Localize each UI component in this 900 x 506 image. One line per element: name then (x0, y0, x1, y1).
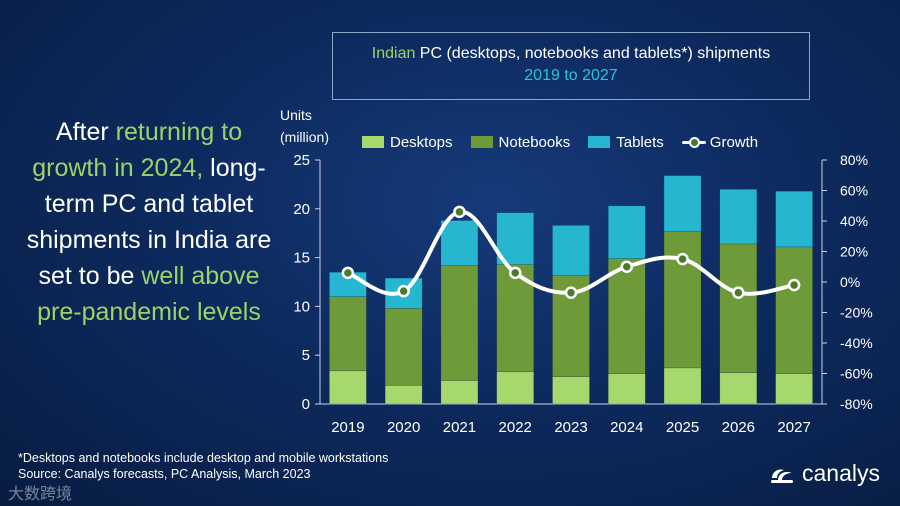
growth-line (345, 209, 797, 296)
x-tick-label: 2020 (387, 419, 420, 436)
growth-point (620, 260, 634, 273)
bar-tablets (775, 190, 813, 248)
y-tick-label: 15 (293, 250, 310, 267)
y2-tick-label: 0% (840, 274, 860, 290)
units-label: Units (million) (280, 104, 329, 148)
y2-tick-label: -60% (840, 366, 873, 382)
headline-part3: long-term PC and tablet shipments in Ind… (26, 154, 272, 290)
y2-tick-label: 20% (840, 244, 868, 260)
bar-notebooks (384, 308, 423, 386)
legend-swatch-desktops (362, 136, 384, 148)
legend-label-notebooks: Notebooks (498, 133, 571, 151)
y2-tick-label: 60% (840, 183, 868, 199)
x-tick-label: 2021 (443, 419, 476, 436)
headline: After returning to growth in 2024, long-… (18, 114, 280, 330)
y-tick-label: 5 (302, 347, 310, 364)
x-tick-label: 2022 (499, 419, 532, 436)
bar-tablets (496, 212, 534, 265)
y-tick-label: 20 (293, 201, 310, 218)
growth-point (676, 252, 689, 266)
chart-subtitle: 2019 to 2027 (524, 67, 618, 84)
y2-tick-label: -40% (840, 335, 873, 351)
footnote-line2: Source: Canalys forecasts, PC Analysis, … (18, 467, 311, 481)
chart-title-rest: PC (desktops, notebooks and tablets*) sh… (415, 45, 771, 62)
canalys-logo-text: canalys (802, 460, 880, 486)
x-tick-label: 2027 (777, 419, 810, 436)
chart-title: Indian PC (desktops, notebooks and table… (333, 43, 809, 65)
y2-tick-label: 80% (840, 152, 868, 168)
legend-label-growth: Growth (709, 133, 759, 151)
growth-point (341, 266, 355, 280)
units-label-line1: Units (280, 107, 312, 123)
headline-part2: returning to growth in 2024, (32, 118, 243, 182)
bar-desktops (496, 371, 534, 405)
bar-desktops (552, 376, 590, 405)
canalys-logo-icon (771, 468, 793, 483)
growth-point (397, 284, 410, 298)
growth-point (564, 286, 578, 299)
legend-item-notebooks: Notebooks (470, 133, 571, 151)
bar-desktops (775, 373, 813, 405)
x-tick-label: 2024 (610, 419, 643, 436)
bar-desktops (719, 372, 758, 405)
y-tick-label: 0 (302, 396, 310, 413)
headline-part4: well above pre-pandemic levels (37, 262, 261, 326)
legend-item-desktops: Desktops (362, 134, 453, 151)
bar-notebooks (440, 265, 479, 381)
chart-title-box: Indian PC (desktops, notebooks and table… (332, 32, 810, 100)
bar-tablets (663, 175, 702, 232)
bar-desktops (608, 373, 646, 405)
legend-swatch-tablets (588, 136, 611, 148)
bar-desktops (329, 370, 367, 405)
legend-item-growth: Growth (681, 133, 759, 151)
legend-swatch-notebooks (470, 136, 493, 148)
y-tick-label: 25 (293, 152, 310, 169)
legend-label-desktops: Desktops (390, 133, 453, 151)
growth-point (453, 205, 466, 219)
x-tick-label: 2026 (722, 419, 755, 436)
growth-point (508, 266, 522, 280)
bar-notebooks (663, 230, 702, 369)
bar-desktops (440, 380, 479, 405)
footnote: *Desktops and notebooks include desktop … (18, 450, 388, 482)
bar-tablets (608, 205, 646, 259)
bar-desktops (384, 385, 423, 405)
legend-swatch-growth (681, 136, 706, 148)
bar-tablets (440, 220, 479, 266)
headline-part1: After (55, 118, 116, 146)
bar-notebooks (608, 258, 646, 374)
chart-legend: Desktops Notebooks Tablets Growth (362, 132, 776, 152)
bar-desktops (663, 367, 702, 405)
legend-label-tablets: Tablets (616, 133, 664, 151)
y-tick-label: 10 (293, 298, 310, 315)
growth-point (732, 286, 745, 299)
footnote-line1: *Desktops and notebooks include desktop … (18, 451, 389, 465)
bar-notebooks (719, 243, 758, 374)
growth-point (787, 278, 801, 292)
y2-tick-label: -80% (840, 396, 873, 412)
x-tick-label: 2023 (554, 419, 587, 436)
chart-title-highlight: Indian (371, 45, 416, 62)
x-tick-label: 2025 (666, 419, 699, 436)
x-tick-label: 2019 (331, 419, 364, 436)
watermark: 大数跨境 (8, 486, 73, 503)
legend-item-tablets: Tablets (588, 134, 664, 151)
y2-tick-label: 40% (840, 213, 868, 229)
bar-tablets (552, 225, 590, 276)
bar-tablets (719, 189, 758, 245)
bar-notebooks (329, 296, 367, 372)
y2-tick-label: -20% (840, 305, 873, 321)
canalys-logo: canalys (768, 460, 880, 487)
bar-notebooks (775, 246, 813, 374)
units-label-line2: (million) (280, 129, 329, 145)
